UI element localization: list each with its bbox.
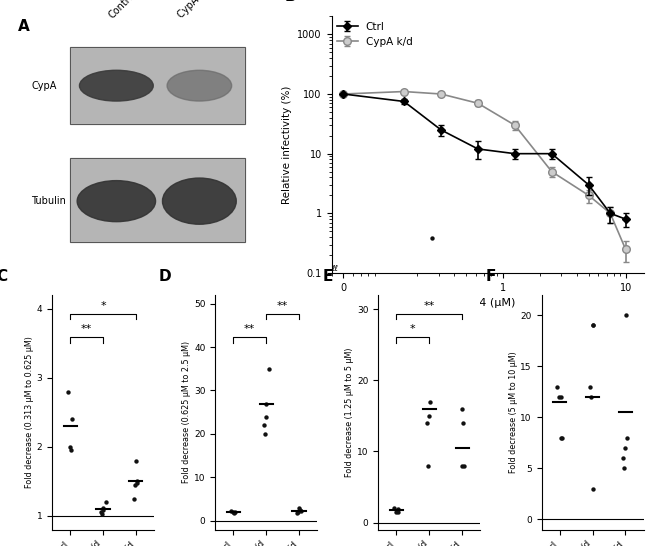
- Ellipse shape: [77, 181, 155, 222]
- Point: [62, 387, 73, 396]
- Point: [458, 419, 469, 428]
- Text: **: **: [424, 301, 435, 311]
- Point: [457, 404, 467, 413]
- Point: [97, 510, 107, 519]
- Y-axis label: Fold decrease (5 μM to 10 μM): Fold decrease (5 μM to 10 μM): [508, 352, 517, 473]
- Text: *: *: [410, 324, 416, 334]
- Point: [556, 434, 566, 442]
- Point: [588, 484, 598, 493]
- Text: Tubulin: Tubulin: [31, 196, 66, 206]
- Point: [296, 507, 306, 516]
- Bar: [70, 47, 246, 124]
- Point: [459, 461, 469, 470]
- Point: [586, 393, 597, 401]
- Point: [294, 503, 304, 512]
- Point: [424, 412, 435, 420]
- Point: [552, 382, 563, 391]
- Point: [96, 508, 106, 517]
- Point: [588, 321, 598, 330]
- Text: CypA k/d: CypA k/d: [176, 0, 214, 20]
- Text: F: F: [486, 269, 496, 284]
- Ellipse shape: [79, 70, 153, 101]
- Ellipse shape: [162, 178, 236, 224]
- Text: C: C: [0, 269, 7, 284]
- Point: [585, 382, 595, 391]
- Text: B: B: [285, 0, 296, 4]
- Point: [263, 364, 274, 373]
- Bar: [70, 47, 246, 124]
- Point: [618, 454, 629, 462]
- Point: [556, 393, 566, 401]
- Point: [259, 421, 269, 430]
- Point: [98, 506, 108, 515]
- Point: [293, 508, 304, 517]
- Point: [100, 497, 110, 506]
- Point: [426, 234, 437, 242]
- Point: [295, 506, 306, 514]
- Text: **: **: [244, 324, 255, 334]
- Text: A: A: [18, 19, 30, 34]
- Point: [64, 442, 75, 451]
- Text: *: *: [100, 301, 106, 311]
- Point: [129, 494, 139, 503]
- Point: [622, 434, 632, 442]
- Point: [261, 399, 272, 408]
- Point: [98, 503, 109, 512]
- Text: E: E: [322, 269, 333, 284]
- Point: [393, 507, 403, 516]
- Point: [423, 461, 434, 470]
- Point: [456, 461, 467, 470]
- Y-axis label: Fold decrease (0.625 μM to 2.5 μM): Fold decrease (0.625 μM to 2.5 μM): [182, 341, 191, 483]
- Point: [424, 397, 435, 406]
- Point: [132, 477, 142, 485]
- Point: [554, 393, 564, 401]
- Point: [133, 478, 143, 487]
- Point: [66, 415, 77, 424]
- Point: [393, 505, 403, 513]
- Point: [66, 446, 77, 455]
- Point: [292, 508, 302, 517]
- Point: [260, 430, 270, 438]
- Text: D: D: [159, 269, 172, 284]
- Point: [391, 507, 401, 516]
- Point: [557, 434, 567, 442]
- Y-axis label: Relative infectivity (%): Relative infectivity (%): [281, 86, 292, 204]
- Ellipse shape: [167, 70, 231, 101]
- Text: CypA: CypA: [31, 81, 57, 91]
- Y-axis label: Fold decrease (1.25 μM to 5 μM): Fold decrease (1.25 μM to 5 μM): [345, 347, 354, 477]
- Legend: Ctrl, CypA k/d: Ctrl, CypA k/d: [337, 22, 413, 47]
- Y-axis label: Fold decrease (0.313 μM to 0.625 μM): Fold decrease (0.313 μM to 0.625 μM): [25, 336, 34, 488]
- Text: **: **: [277, 301, 288, 311]
- Point: [130, 480, 140, 489]
- Point: [588, 321, 598, 330]
- Point: [422, 419, 432, 428]
- Point: [389, 504, 399, 513]
- Bar: [70, 157, 246, 242]
- Point: [619, 464, 629, 473]
- Text: Control: Control: [107, 0, 139, 20]
- Point: [229, 508, 240, 517]
- Point: [621, 311, 632, 319]
- Point: [131, 456, 141, 465]
- Point: [226, 507, 236, 516]
- Text: ℓℓ: ℓℓ: [332, 264, 339, 273]
- Point: [227, 508, 238, 517]
- Text: **: **: [81, 324, 92, 334]
- Point: [261, 412, 271, 421]
- X-axis label: PF74 (μM): PF74 (μM): [460, 298, 515, 308]
- Bar: [70, 157, 246, 242]
- Point: [229, 507, 240, 516]
- Point: [619, 443, 630, 452]
